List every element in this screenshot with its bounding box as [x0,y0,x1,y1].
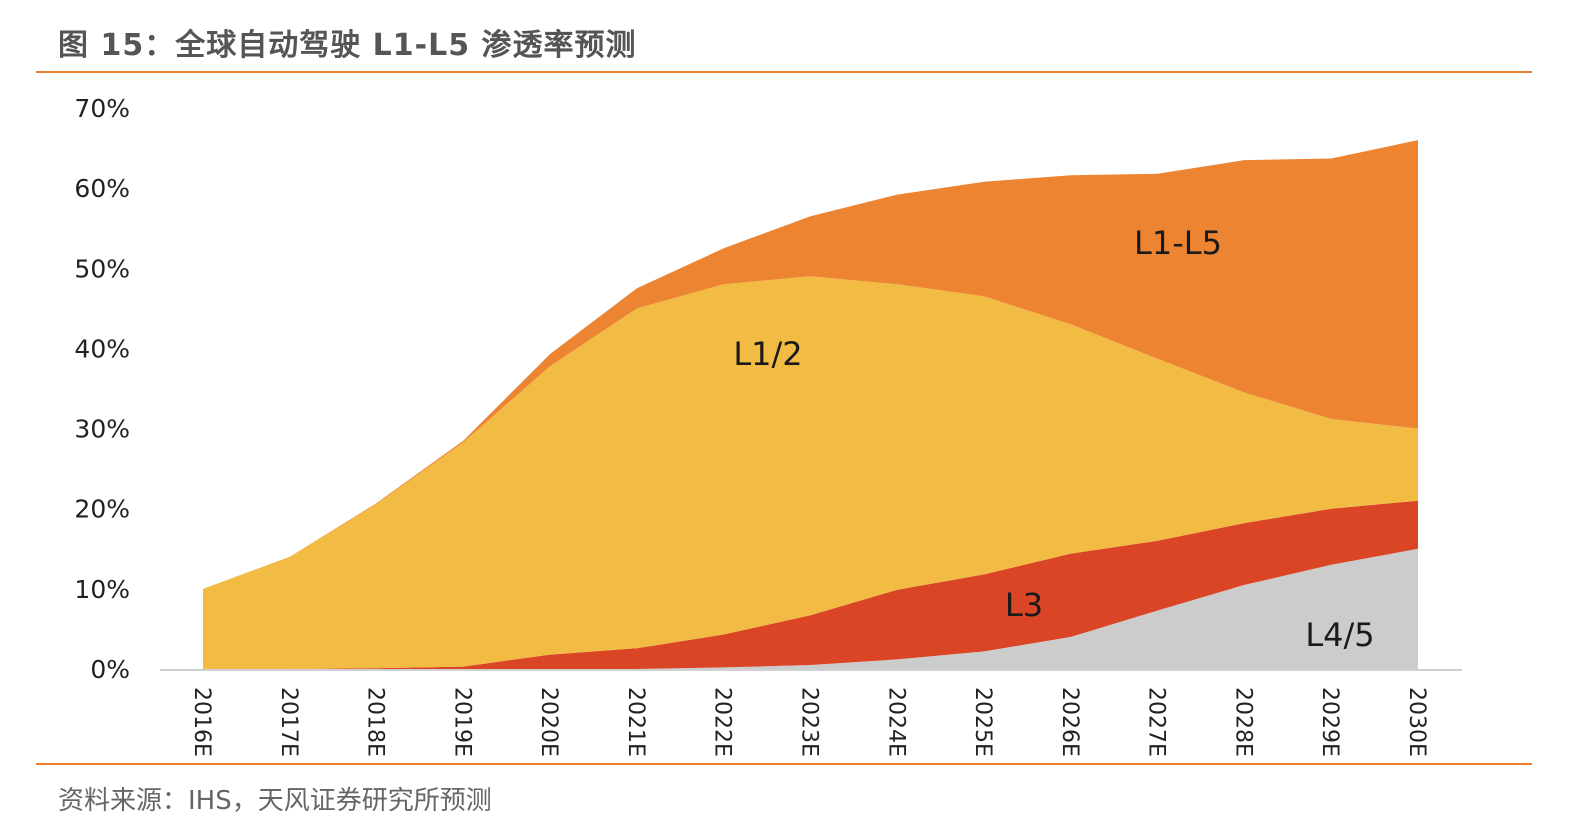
y-tick-label: 10% [74,575,130,604]
y-tick-label: 60% [74,174,130,203]
source-note: 资料来源：IHS，天风证券研究所预测 [58,786,492,816]
x-tick-label: 2017E [276,687,301,757]
x-tick-label: 2016E [189,687,214,757]
x-tick-label: 2019E [449,687,474,757]
y-tick-label: 30% [74,415,130,444]
x-tick-label: 2028E [1230,687,1255,757]
area-chart: 0%10%20%30%40%50%60%70% 2016E 2017E 2018E 2… [74,94,1462,757]
x-axis: 2016E 2017E 2018E 2019E 2020E 2021E 2022E 2023E… [189,687,1429,757]
y-axis: 0% 10% 20% 30% 40% 50% 60% 70% [74,94,130,684]
chart-areas [203,140,1418,669]
x-tick-label: 2018E [363,687,388,757]
x-tick-label: 2024E [883,687,908,757]
y-tick-label: 20% [74,495,130,524]
page-title: 图 15：全球自动驾驶 L1-L5 渗透率预测 [58,28,637,63]
series-label-l1-l5: L1-L5 [1134,224,1222,262]
y-tick-label: 0% [90,655,130,684]
x-tick-label: 2030E [1404,687,1429,757]
x-tick-label: 2027E [1144,687,1169,757]
series-label-l3: L3 [1005,586,1043,624]
y-tick-label: 40% [74,334,130,363]
x-tick-label: 2021E [623,687,648,757]
area-l1-l5 [203,140,1418,589]
area-labels: L4/5 L3 L1/2 L1-L5 [733,224,1374,654]
x-tick-label: 2023E [797,687,822,757]
x-tick-label: 2022E [710,687,735,757]
y-tick-label: 50% [74,254,130,283]
y-tick-label: 70% [74,94,130,123]
x-tick-label: 2025E [970,687,995,757]
area-l4-5 [203,548,1418,669]
series-label-l1-2: L1/2 [733,335,802,373]
bottom-divider [36,763,1532,765]
x-tick-label: 2026E [1057,687,1082,757]
top-divider [36,71,1532,73]
x-tick-label: 2029E [1317,687,1342,757]
area-l3 [203,500,1418,669]
series-label-l4-5: L4/5 [1305,616,1374,654]
x-tick-label: 2020E [536,687,561,757]
area-l1-2 [203,276,1418,669]
